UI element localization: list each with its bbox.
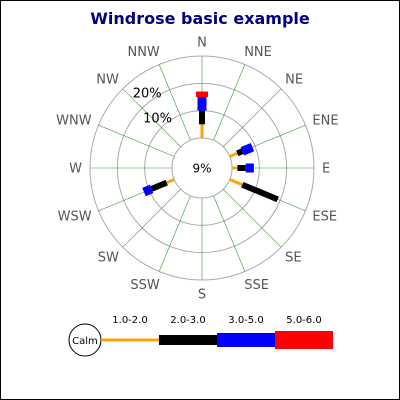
direction-label-w: W — [69, 162, 82, 177]
plot-area: 9% 10% 20% N NNE NE ENE E ESE SE SSE S SSW SW WSW W WN… — [56, 36, 338, 303]
direction-label-ene: ENE — [312, 113, 338, 128]
direction-label-n: N — [197, 36, 207, 51]
ring-labels: 10% 20% — [133, 86, 172, 126]
spoke-ne — [223, 88, 282, 147]
direction-label-sse: SSE — [244, 278, 269, 293]
direction-label-s: S — [198, 288, 206, 303]
legend-label-2: 2.0-3.0 — [170, 315, 205, 326]
bar-ene-3 — [240, 142, 255, 156]
bars — [142, 91, 279, 203]
bar-ene-2 — [236, 148, 244, 157]
legend-label-3: 3.0-5.0 — [228, 315, 263, 326]
spoke-nne — [213, 64, 246, 141]
direction-label-ne: NE — [285, 72, 303, 87]
legend: Calm 1.0-2.0 2.0-3.0 3.0-5.0 5.0-6.0 — [68, 315, 333, 357]
calm-center: 9% — [171, 137, 233, 199]
direction-label-ssw: SSW — [130, 278, 160, 293]
bar-ese-1 — [229, 178, 243, 187]
spoke-sse — [213, 195, 246, 272]
spoke-ssw — [158, 195, 191, 272]
spoke-nw — [122, 88, 181, 147]
direction-label-sw: SW — [98, 251, 119, 266]
direction-label-e: E — [322, 162, 330, 177]
calm-value-label: 9% — [192, 162, 211, 176]
direction-labels: N NNE NE ENE E ESE SE SSE S SSW SW WSW W WNW NW NNW — [56, 36, 338, 303]
bar-ene-1 — [229, 151, 238, 158]
direction-label-ese: ESE — [312, 210, 337, 225]
legend-calm-label: Calm — [72, 336, 98, 347]
spoke-wnw — [98, 124, 175, 157]
calm-circle — [171, 137, 233, 199]
spoke-sw — [122, 189, 181, 248]
direction-label-wnw: WNW — [56, 113, 92, 128]
legend-label-4: 5.0-6.0 — [286, 315, 321, 326]
spoke-se — [223, 189, 282, 248]
ring-label-2: 20% — [133, 86, 162, 101]
direction-label-se: SE — [285, 251, 301, 266]
direction-label-nne: NNE — [244, 45, 272, 60]
bar-ese-2 — [241, 181, 279, 203]
chart-title: Windrose basic example — [90, 9, 310, 28]
legend-items: 1.0-2.0 2.0-3.0 3.0-5.0 5.0-6.0 — [101, 315, 333, 349]
bar-wsw-2 — [150, 179, 168, 192]
bar-wsw-1 — [166, 178, 175, 185]
spoke-nnw — [158, 64, 191, 141]
legend-label-1: 1.0-2.0 — [112, 315, 147, 326]
ring-label-1: 10% — [143, 112, 172, 127]
direction-label-wsw: WSW — [58, 210, 92, 225]
bar-wsw-3 — [142, 184, 154, 197]
direction-label-nw: NW — [96, 72, 119, 87]
direction-label-nnw: NNW — [127, 45, 159, 60]
